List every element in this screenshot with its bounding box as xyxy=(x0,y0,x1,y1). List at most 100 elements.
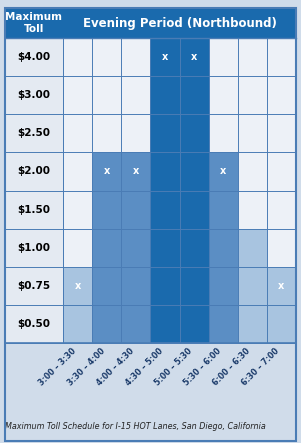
Bar xyxy=(267,305,296,343)
Bar xyxy=(179,114,209,152)
Text: $0.75: $0.75 xyxy=(17,281,51,291)
Bar xyxy=(179,229,209,267)
Bar xyxy=(209,305,238,343)
Bar xyxy=(92,267,121,305)
Bar xyxy=(179,76,209,114)
Bar xyxy=(63,229,92,267)
Bar xyxy=(267,229,296,267)
Bar xyxy=(121,305,150,343)
Text: $0.50: $0.50 xyxy=(17,319,51,329)
Bar xyxy=(209,76,238,114)
Bar xyxy=(150,305,179,343)
Bar xyxy=(150,38,179,76)
Text: 5:30 – 6:00: 5:30 – 6:00 xyxy=(182,346,223,387)
Bar xyxy=(238,229,267,267)
Bar xyxy=(238,38,267,76)
Bar xyxy=(150,190,179,229)
Bar xyxy=(63,114,92,152)
Bar xyxy=(238,76,267,114)
Bar xyxy=(63,267,92,305)
Bar xyxy=(150,229,179,267)
Bar xyxy=(179,38,209,76)
Bar xyxy=(209,229,238,267)
Bar xyxy=(179,267,209,305)
Bar xyxy=(121,152,150,190)
Bar xyxy=(121,76,150,114)
Text: 6:30 – 7:00: 6:30 – 7:00 xyxy=(240,346,281,387)
Bar xyxy=(209,190,238,229)
Bar xyxy=(267,305,296,343)
Bar xyxy=(209,190,238,229)
Bar xyxy=(179,114,209,152)
Bar xyxy=(92,190,121,229)
Bar xyxy=(121,305,150,343)
Bar xyxy=(92,152,121,190)
Text: $3.00: $3.00 xyxy=(17,90,51,100)
Bar xyxy=(267,38,296,76)
Bar xyxy=(92,76,121,114)
Bar xyxy=(150,114,179,152)
Bar xyxy=(267,152,296,190)
Bar xyxy=(92,229,121,267)
Bar xyxy=(150,267,179,305)
Text: 4:30 – 5:00: 4:30 – 5:00 xyxy=(124,346,165,387)
Bar xyxy=(121,152,150,190)
Bar xyxy=(63,76,92,114)
Bar xyxy=(267,114,296,152)
Bar xyxy=(121,229,150,267)
Text: x: x xyxy=(278,281,284,291)
Text: $1.00: $1.00 xyxy=(17,243,51,253)
Bar xyxy=(150,114,179,152)
Text: $4.00: $4.00 xyxy=(17,52,51,62)
Bar xyxy=(179,152,209,190)
Text: x: x xyxy=(74,281,81,291)
Text: $1.50: $1.50 xyxy=(17,205,51,214)
Bar xyxy=(121,267,150,305)
Bar xyxy=(209,305,238,343)
Bar xyxy=(150,267,179,305)
Bar xyxy=(267,76,296,114)
Text: 4:00 – 4:30: 4:00 – 4:30 xyxy=(95,346,136,387)
Bar xyxy=(5,38,63,343)
Text: 3:30 – 4:00: 3:30 – 4:00 xyxy=(66,346,107,387)
Bar xyxy=(63,152,92,190)
Bar xyxy=(121,229,150,267)
Text: x: x xyxy=(104,167,110,176)
Bar xyxy=(238,229,267,267)
Bar xyxy=(63,38,92,76)
Text: $2.00: $2.00 xyxy=(17,167,51,176)
Bar xyxy=(92,152,121,190)
Bar xyxy=(209,152,238,190)
Bar xyxy=(150,152,179,190)
Bar xyxy=(267,190,296,229)
Bar xyxy=(267,267,296,305)
Bar xyxy=(209,152,238,190)
Text: 5:00 – 5:30: 5:00 – 5:30 xyxy=(153,346,194,387)
Bar xyxy=(63,190,92,229)
Bar xyxy=(5,8,296,343)
Text: $2.50: $2.50 xyxy=(17,128,51,138)
Bar xyxy=(179,190,209,229)
Bar xyxy=(179,305,209,343)
Bar xyxy=(121,38,150,76)
Bar xyxy=(238,267,267,305)
Text: Maximum Toll Schedule for I-15 HOT Lanes, San Diego, California: Maximum Toll Schedule for I-15 HOT Lanes… xyxy=(5,422,266,431)
Bar xyxy=(121,190,150,229)
Bar xyxy=(150,76,179,114)
Bar xyxy=(238,305,267,343)
Bar xyxy=(209,229,238,267)
Bar xyxy=(179,190,209,229)
Text: x: x xyxy=(162,52,168,62)
Bar xyxy=(238,152,267,190)
Bar xyxy=(92,190,121,229)
Bar xyxy=(92,38,121,76)
Bar xyxy=(209,267,238,305)
Bar xyxy=(209,267,238,305)
Bar xyxy=(179,267,209,305)
Bar xyxy=(92,114,121,152)
Bar xyxy=(179,152,209,190)
Bar xyxy=(5,8,296,38)
Bar xyxy=(238,267,267,305)
Bar xyxy=(179,229,209,267)
Text: x: x xyxy=(191,52,197,62)
